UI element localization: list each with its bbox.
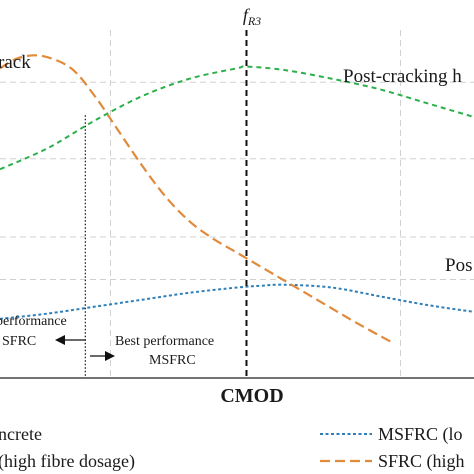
annotation-top-left: rack	[0, 52, 31, 73]
series-line-1	[0, 54, 394, 345]
annotation-mid-right: Pos	[445, 255, 472, 276]
left-box-line1: performance	[0, 314, 67, 329]
fr3-label: fR3	[243, 5, 261, 28]
arrow-left-head	[55, 335, 65, 345]
arrow-right-head	[105, 351, 115, 361]
right-box-line1: Best performance	[115, 334, 214, 349]
legend-left-2: (high fibre dosage)	[0, 451, 135, 472]
left-box-line2: SFRC	[2, 334, 36, 349]
series-line-2	[0, 65, 474, 171]
legend-right-1: MSFRC (lo	[378, 424, 463, 445]
legend-left-1: ncrete	[0, 424, 42, 444]
annotation-top-right: Post-cracking h	[343, 66, 462, 87]
right-box-line2: MSFRC	[149, 353, 196, 368]
x-axis-label: CMOD	[220, 385, 283, 407]
series-layer	[0, 54, 474, 345]
series-line-0	[0, 283, 474, 320]
legend-right-2: SFRC (high	[378, 451, 465, 472]
vline-layer	[84, 30, 248, 378]
